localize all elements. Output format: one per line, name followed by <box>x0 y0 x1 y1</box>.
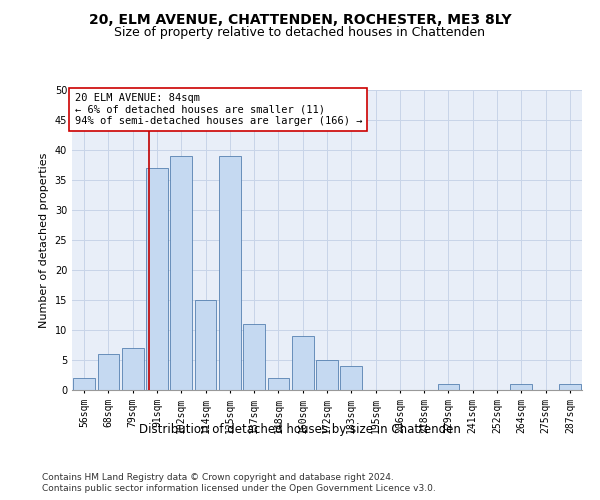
Bar <box>219 156 241 390</box>
Bar <box>511 384 532 390</box>
Bar <box>73 378 95 390</box>
Y-axis label: Number of detached properties: Number of detached properties <box>39 152 49 328</box>
Text: 20 ELM AVENUE: 84sqm
← 6% of detached houses are smaller (11)
94% of semi-detach: 20 ELM AVENUE: 84sqm ← 6% of detached ho… <box>74 93 362 126</box>
Bar <box>146 168 168 390</box>
Text: Contains HM Land Registry data © Crown copyright and database right 2024.: Contains HM Land Registry data © Crown c… <box>42 472 394 482</box>
Bar <box>97 354 119 390</box>
Bar <box>559 384 581 390</box>
Text: 20, ELM AVENUE, CHATTENDEN, ROCHESTER, ME3 8LY: 20, ELM AVENUE, CHATTENDEN, ROCHESTER, M… <box>89 12 511 26</box>
Bar <box>292 336 314 390</box>
Bar <box>340 366 362 390</box>
Bar <box>437 384 460 390</box>
Bar <box>170 156 192 390</box>
Bar <box>194 300 217 390</box>
Text: Distribution of detached houses by size in Chattenden: Distribution of detached houses by size … <box>139 422 461 436</box>
Text: Contains public sector information licensed under the Open Government Licence v3: Contains public sector information licen… <box>42 484 436 493</box>
Bar <box>243 324 265 390</box>
Text: Size of property relative to detached houses in Chattenden: Size of property relative to detached ho… <box>115 26 485 39</box>
Bar <box>268 378 289 390</box>
Bar <box>316 360 338 390</box>
Bar <box>122 348 143 390</box>
